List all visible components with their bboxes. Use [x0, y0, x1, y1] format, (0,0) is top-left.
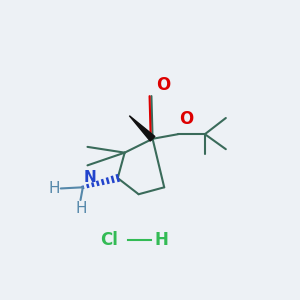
- Polygon shape: [129, 116, 155, 141]
- Text: H: H: [155, 231, 169, 249]
- Text: H: H: [76, 201, 87, 216]
- Text: O: O: [179, 110, 194, 128]
- Text: H: H: [48, 181, 60, 196]
- Text: Cl: Cl: [100, 231, 118, 249]
- Text: N: N: [84, 170, 97, 185]
- Text: O: O: [156, 76, 170, 94]
